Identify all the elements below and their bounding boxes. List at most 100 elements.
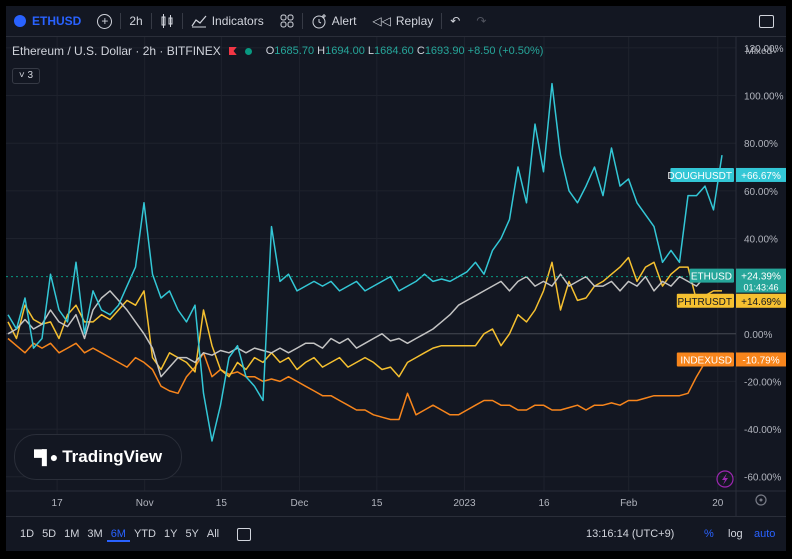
series-value-tag: +24.39% [741, 272, 781, 283]
undo-button[interactable]: ↶ [442, 6, 468, 36]
series-line-phtrusdt [7, 256, 722, 378]
compare-add-button[interactable]: + [89, 6, 120, 36]
series-lines [6, 82, 736, 442]
range-button-1y[interactable]: 1Y [163, 527, 178, 540]
tradingview-logo[interactable]: ▀▌● TradingView [14, 434, 182, 480]
undo-icon: ↶ [450, 14, 461, 28]
y-tick-label: -60.00% [744, 473, 781, 484]
chart-title[interactable]: Ethereum / U.S. Dollar · 2h · BITFINEX [12, 44, 221, 58]
replay-label: Replay [395, 14, 434, 28]
x-tick-label: 20 [712, 498, 724, 509]
symbol-button[interactable]: ETHUSD [6, 6, 89, 36]
log-toggle[interactable]: log [728, 528, 743, 540]
ohlc-values: O1685.70 H1694.00 L1684.60 C1693.90 +8.5… [265, 45, 544, 57]
range-button-3m[interactable]: 3M [87, 527, 103, 540]
series-value-tag-bg [736, 293, 786, 308]
series-line-indexusd [7, 337, 723, 421]
symbol-label: ETHUSD [32, 14, 82, 28]
range-button-all[interactable]: All [206, 527, 220, 540]
series-value-tag: +66.67% [741, 171, 781, 182]
fullscreen-button[interactable] [751, 6, 782, 36]
y-axis[interactable]: 120.00% 100.00% 80.00% 60.00% 40.00% 0.00% -20… [744, 44, 784, 484]
y-tick-label: 0.00% [744, 330, 772, 341]
indicators-label: Indicators [211, 14, 264, 28]
clock[interactable]: 13:16:14 (UTC+9) [586, 528, 675, 540]
fullscreen-icon [759, 14, 774, 28]
indicators-icon [191, 15, 207, 28]
alert-button[interactable]: Alert [303, 6, 365, 36]
divider [150, 13, 152, 29]
symbol-icon [14, 15, 26, 27]
series-line-ethusd [7, 273, 723, 378]
y-tick-label: -40.00% [744, 425, 781, 436]
alarm-clock-icon [312, 14, 326, 29]
series-name-tag-bg [676, 293, 734, 308]
divider [120, 13, 122, 29]
x-tick-label: 15 [216, 498, 228, 509]
flag-icon[interactable] [228, 47, 237, 55]
y-tick-label: 120.00% [744, 44, 784, 55]
redo-button[interactable]: ↷ [468, 6, 494, 36]
range-button-ytd[interactable]: YTD [133, 527, 156, 540]
scale-mode-dropdown[interactable]: Mixed˅ [745, 46, 778, 57]
top-toolbar: ETHUSD + 2h Indicators Alert ◁◁ Replay ↶ [6, 6, 786, 37]
series-value-tag-bg [736, 268, 786, 293]
y-tick-label: 100.00% [744, 92, 784, 103]
series-name-tag: INDEXUSD [680, 355, 732, 366]
range-button-1m[interactable]: 1M [64, 527, 80, 540]
series-name-tag-bg [689, 268, 734, 283]
legend-collapse-button[interactable]: ˅ 3 [12, 68, 40, 84]
y-tick-label: 80.00% [744, 139, 778, 150]
price-labels: DOUGHUSDT +66.67% ETHUSD +24.39%01:43:46 PHT… [668, 167, 786, 367]
replay-button[interactable]: ◁◁ Replay [364, 6, 441, 36]
interval-label: 2h [129, 14, 143, 28]
chart-canvas[interactable]: 120.00% 100.00% 80.00% 60.00% 40.00% 0.00% -20… [6, 6, 786, 516]
series-value-tag-bg [736, 167, 786, 182]
series-name-tag: ETHUSD [691, 272, 732, 283]
chart-window: 120.00% 100.00% 80.00% 60.00% 40.00% 0.00% -20… [6, 6, 786, 551]
chart-type-button[interactable] [152, 6, 182, 36]
divider [181, 13, 183, 29]
y-tick-label: 60.00% [744, 187, 778, 198]
axis-settings-icon[interactable] [755, 494, 767, 506]
range-button-5y[interactable]: 5Y [185, 527, 199, 540]
rewind-icon: ◁◁ [372, 14, 391, 28]
range-buttons: 1D 5D 1M 3M 6M YTD 1Y 5Y All [16, 528, 223, 542]
range-button-5d[interactable]: 5D [42, 527, 57, 540]
range-button-1d[interactable]: 1D [20, 527, 35, 540]
plus-circle-icon: + [97, 13, 113, 29]
x-tick-label: 15 [371, 498, 383, 509]
series-name-tag-bg [670, 167, 734, 182]
series-value-tag: +14.69% [741, 297, 781, 308]
date-range-icon[interactable] [237, 528, 252, 541]
alert-label: Alert [331, 14, 357, 28]
series-name-tag: PHTRUSDT [678, 297, 732, 308]
indicators-button[interactable]: Indicators [183, 6, 272, 36]
range-button-6m[interactable]: 6M [106, 528, 130, 542]
x-tick-label: Dec [291, 498, 309, 509]
redo-icon: ↷ [476, 14, 487, 28]
candles-icon [161, 14, 173, 28]
countdown-label: 01:43:46 [743, 283, 778, 293]
x-tick-label: 2023 [453, 498, 476, 509]
layouts-button[interactable] [272, 6, 302, 36]
divider [301, 13, 303, 29]
series-name-tag-bg [676, 352, 734, 367]
series-value-tag-bg [736, 352, 786, 367]
series-value-tag: -10.79% [742, 355, 779, 366]
market-status-icon [244, 47, 252, 55]
auto-toggle[interactable]: auto [754, 528, 776, 540]
series-name-tag: DOUGHUSDT [668, 171, 732, 182]
tv-mark-icon: ▀▌● [33, 449, 58, 465]
lightning-icon[interactable] [716, 470, 734, 488]
x-axis[interactable]: 17 Nov 15 Dec 15 2023 16 Feb 20 [52, 498, 724, 509]
logo-text: TradingView [62, 447, 163, 466]
y-tick-label: -20.00% [744, 377, 781, 388]
percent-toggle[interactable]: % [704, 528, 714, 540]
x-tick-label: Feb [620, 498, 638, 509]
bottom-toolbar: 1D 5D 1M 3M 6M YTD 1Y 5Y All 13:16:14 (UTC+9) % … [6, 516, 786, 551]
interval-button[interactable]: 2h [121, 6, 150, 36]
x-tick-label: 17 [52, 498, 64, 509]
x-tick-label: Nov [136, 498, 154, 509]
x-tick-label: 16 [538, 498, 550, 509]
